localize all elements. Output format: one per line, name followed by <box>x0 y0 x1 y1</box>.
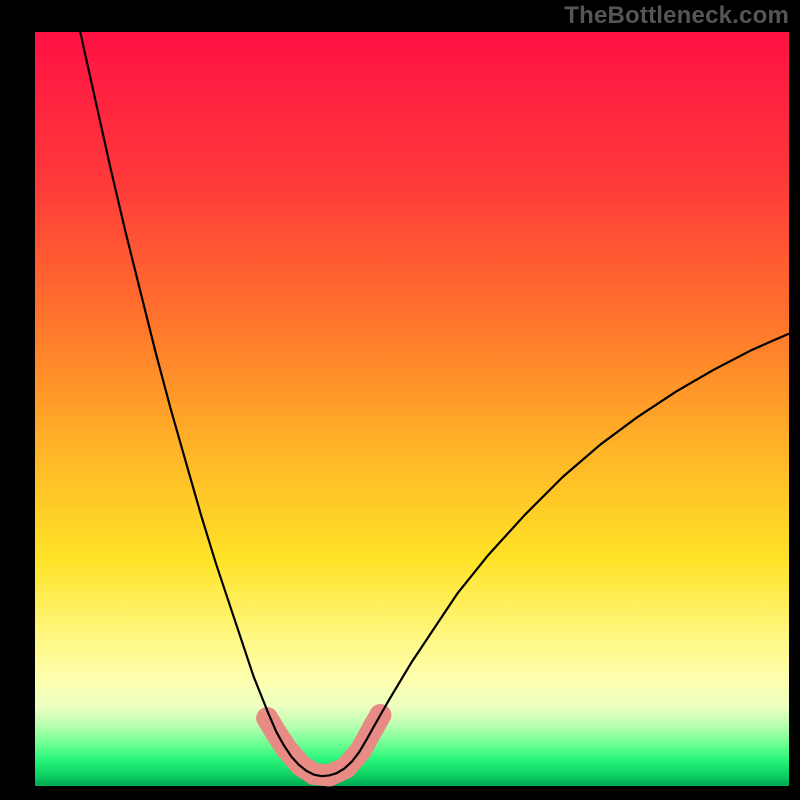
chart-stage: TheBottleneck.com <box>0 0 800 800</box>
curve-svg <box>35 32 789 786</box>
gradient-background <box>35 32 789 786</box>
watermark-text: TheBottleneck.com <box>564 2 789 30</box>
plot-area <box>35 32 789 786</box>
